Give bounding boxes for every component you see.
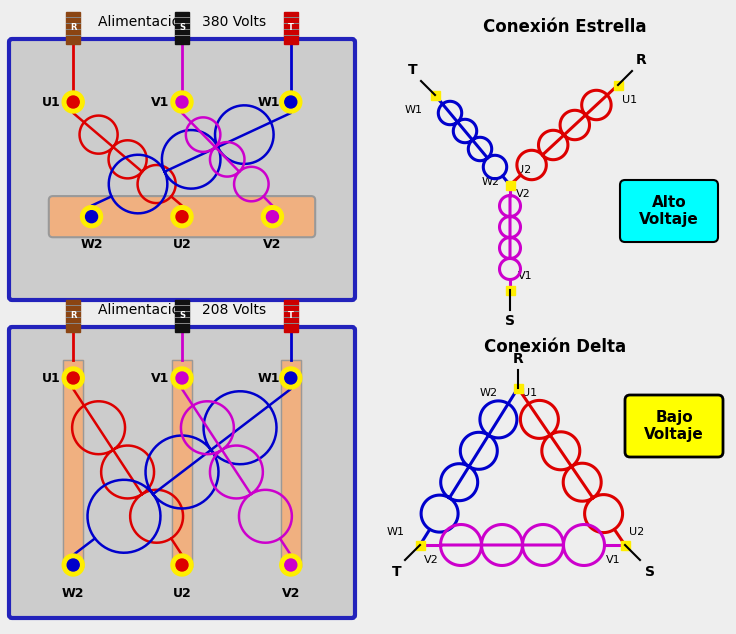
Text: V2: V2 [263,238,282,251]
Bar [172,360,192,567]
Text: W1: W1 [387,527,405,537]
Text: U2: U2 [173,587,191,600]
Text: S: S [179,23,185,32]
Bar [614,81,623,89]
Text: Alimentación   380 Volts: Alimentación 380 Volts [98,15,266,29]
Text: W2: W2 [80,238,103,251]
Text: U2: U2 [516,165,531,175]
Text: U1: U1 [42,372,60,384]
Bar [416,541,425,550]
Text: U2: U2 [173,238,191,251]
FancyBboxPatch shape [620,180,718,242]
Text: W2: W2 [62,587,85,600]
Circle shape [67,559,79,571]
Bar [431,91,439,100]
Text: W1: W1 [405,105,423,115]
Text: W2: W2 [482,177,500,187]
Circle shape [171,205,193,228]
Circle shape [176,96,188,108]
Text: R: R [70,311,77,321]
Circle shape [171,554,193,576]
Text: U2: U2 [629,527,644,537]
Circle shape [285,372,297,384]
Circle shape [171,367,193,389]
Circle shape [63,91,84,113]
Circle shape [176,372,188,384]
Text: Bajo
Voltaje: Bajo Voltaje [644,410,704,442]
Circle shape [67,96,79,108]
Text: Alimentación   208 Volts: Alimentación 208 Volts [98,303,266,317]
Bar [284,300,298,332]
Circle shape [280,91,302,113]
Text: U1: U1 [622,95,637,105]
Text: V1: V1 [151,372,169,384]
Text: S: S [179,311,185,321]
Bar [284,12,298,44]
Text: V2: V2 [282,587,300,600]
FancyBboxPatch shape [9,39,355,300]
Bar [175,300,189,332]
Bar [175,12,189,44]
Text: V2: V2 [424,555,439,565]
FancyBboxPatch shape [49,196,315,237]
Bar [514,384,523,392]
Circle shape [176,559,188,571]
Text: V1: V1 [518,271,533,281]
Circle shape [67,372,79,384]
Bar [506,285,514,295]
Text: T: T [288,23,294,32]
Bar [281,360,301,567]
Text: U1: U1 [42,96,60,108]
Circle shape [85,210,98,223]
Circle shape [80,205,102,228]
Text: V1: V1 [606,555,621,565]
Circle shape [285,96,297,108]
Text: T: T [407,63,417,77]
Bar [63,360,83,567]
FancyBboxPatch shape [625,395,723,457]
Circle shape [176,210,188,223]
Text: S: S [505,314,515,328]
Circle shape [171,91,193,113]
Circle shape [261,205,283,228]
Text: Conexión Estrella: Conexión Estrella [484,18,647,36]
Text: R: R [513,352,523,366]
Circle shape [280,367,302,389]
Text: W2: W2 [480,388,498,398]
Circle shape [280,554,302,576]
Text: U1: U1 [522,388,537,398]
Text: Alto
Voltaje: Alto Voltaje [639,195,699,227]
Text: W1: W1 [258,96,280,108]
Circle shape [63,554,84,576]
Bar [506,181,514,190]
Circle shape [285,559,297,571]
Text: T: T [288,311,294,321]
Bar [620,541,629,550]
Circle shape [266,210,278,223]
Text: W1: W1 [258,372,280,384]
Bar [172,360,192,567]
Text: S: S [645,565,655,579]
Bar [66,12,80,44]
Text: R: R [636,53,647,67]
Text: R: R [70,23,77,32]
Bar [281,360,301,567]
Text: Conexión Delta: Conexión Delta [484,338,626,356]
Bar [66,300,80,332]
FancyBboxPatch shape [9,327,355,618]
Circle shape [63,367,84,389]
Bar [63,360,83,567]
Text: V2: V2 [516,189,531,199]
Text: V1: V1 [151,96,169,108]
Text: T: T [392,565,402,579]
